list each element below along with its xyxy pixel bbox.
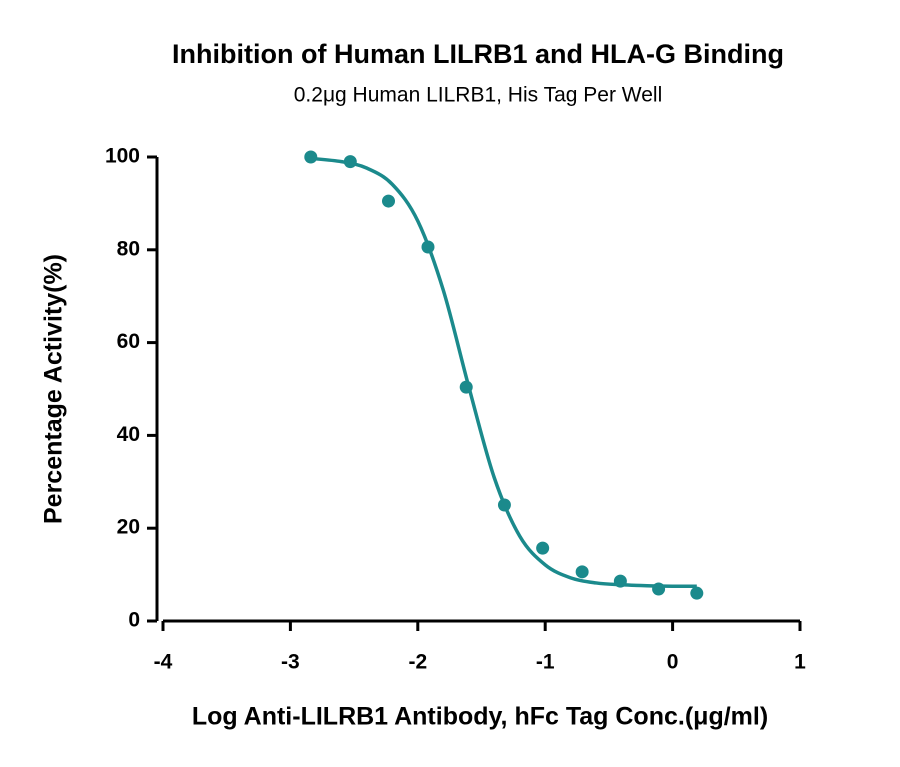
- data-point: [459, 380, 473, 394]
- x-tick-label: -1: [536, 651, 555, 674]
- x-tick-label: 0: [667, 651, 679, 674]
- x-tick-label: -4: [154, 651, 173, 674]
- data-point: [575, 565, 589, 579]
- data-point: [421, 240, 435, 254]
- fit-curve: [310, 156, 697, 588]
- data-point: [497, 498, 511, 512]
- y-tick-label: 60: [117, 330, 140, 353]
- chart-title: Inhibition of Human LILRB1 and HLA-G Bin…: [172, 39, 784, 69]
- data-point: [304, 150, 318, 164]
- y-tick-label: 100: [105, 145, 140, 168]
- y-tick-label: 20: [117, 516, 140, 539]
- x-tick-label: 1: [794, 651, 806, 674]
- data-point: [343, 155, 357, 169]
- x-axis-label: Log Anti-LILRB1 Antibody, hFc Tag Conc.(…: [192, 703, 768, 731]
- data-point: [652, 582, 666, 596]
- data-point: [381, 194, 395, 208]
- x-tick-label: -2: [408, 651, 427, 674]
- x-tick-label: -3: [281, 651, 300, 674]
- y-tick-label: 0: [128, 609, 140, 632]
- data-point: [690, 586, 704, 600]
- data-point: [536, 541, 550, 555]
- y-tick-label: 40: [117, 423, 140, 446]
- y-axis-label: Percentage Activity(%): [40, 254, 68, 524]
- y-tick-label: 80: [117, 237, 140, 260]
- chart-subtitle: 0.2μg Human LILRB1, His Tag Per Well: [294, 84, 663, 107]
- data-point: [613, 574, 627, 588]
